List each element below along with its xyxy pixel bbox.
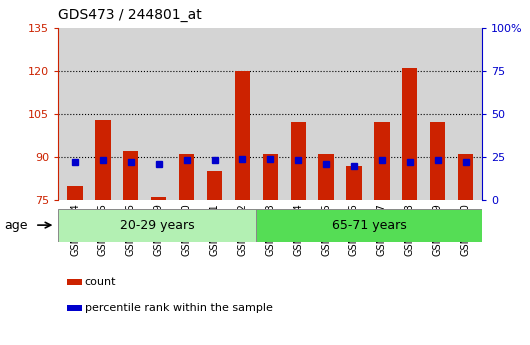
Bar	[207, 171, 222, 200]
Bar	[235, 71, 250, 200]
Bar	[95, 120, 111, 200]
Bar	[290, 122, 306, 200]
Text: GDS473 / 244801_at: GDS473 / 244801_at	[58, 8, 202, 22]
Bar	[319, 154, 334, 200]
Bar	[430, 122, 445, 200]
Text: percentile rank within the sample: percentile rank within the sample	[85, 303, 272, 313]
Bar	[151, 197, 166, 200]
Bar	[263, 154, 278, 200]
Bar	[256, 209, 482, 242]
Bar	[458, 154, 473, 200]
Bar	[402, 68, 418, 200]
Bar	[123, 151, 138, 200]
Bar	[58, 209, 256, 242]
Bar	[374, 122, 390, 200]
Bar	[179, 154, 195, 200]
Bar	[67, 305, 82, 311]
Text: count: count	[85, 277, 116, 287]
Text: 20-29 years: 20-29 years	[120, 219, 195, 231]
Text: age: age	[5, 219, 28, 231]
Bar	[67, 186, 83, 200]
Text: 65-71 years: 65-71 years	[332, 219, 407, 231]
Bar	[346, 166, 361, 200]
Bar	[67, 279, 82, 285]
